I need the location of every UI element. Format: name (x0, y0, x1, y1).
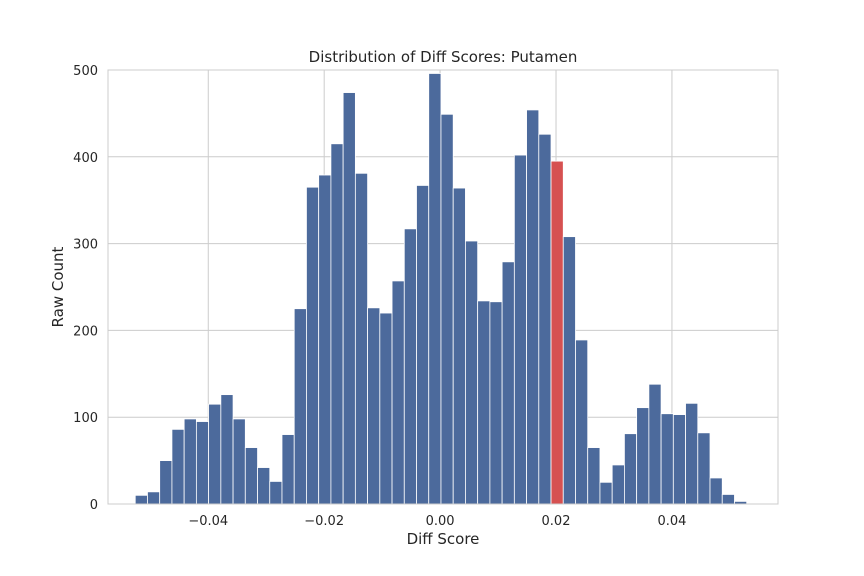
histogram-bar (562, 236, 576, 505)
x-tick-label: 0.00 (426, 514, 455, 529)
highlighted-bar (550, 160, 564, 505)
histogram-bar (342, 92, 356, 505)
histogram-bar (306, 186, 320, 505)
histogram-bar (232, 418, 246, 505)
histogram-bar (575, 339, 589, 505)
histogram-bar (293, 308, 307, 505)
histogram-bar (159, 460, 173, 505)
histogram-bar (599, 481, 613, 505)
x-tick-label: 0.02 (542, 514, 571, 529)
histogram-bar (244, 447, 258, 505)
x-tick-label: −0.04 (188, 514, 228, 529)
histogram-bar (195, 421, 210, 505)
histogram-bar (257, 467, 271, 505)
histogram-bar (403, 228, 417, 505)
histogram-bar (465, 240, 479, 505)
histogram-bar (171, 428, 185, 505)
histogram-bar (354, 172, 368, 505)
histogram-bar (526, 109, 540, 505)
histogram-bar (538, 133, 552, 505)
histogram-bar (330, 143, 344, 505)
histogram-bar (611, 464, 625, 505)
histogram-bar (134, 494, 148, 505)
histogram-bar (208, 403, 222, 505)
histogram-bar (379, 312, 393, 505)
histogram-bar (269, 481, 283, 505)
histogram-bar (367, 307, 381, 505)
x-tick-label: −0.02 (304, 514, 344, 529)
histogram-bar (501, 261, 515, 505)
y-tick-label: 200 (73, 324, 98, 339)
histogram-bar (318, 174, 332, 505)
histogram-bar (697, 432, 711, 505)
chart-title: Distribution of Diff Scores: Putamen (309, 48, 578, 66)
histogram-bar (416, 185, 430, 505)
histogram-bar (440, 113, 454, 505)
histogram-bar (660, 413, 674, 505)
y-tick-label: 0 (90, 498, 98, 513)
histogram-bar (452, 187, 466, 505)
histogram-bar (709, 477, 723, 505)
histogram-bar (685, 402, 699, 505)
plot-frame (107, 69, 779, 505)
x-tick-label: 0.04 (657, 514, 686, 529)
y-tick-label: 500 (73, 64, 98, 79)
histogram-bar (428, 73, 442, 505)
histogram-bar (513, 154, 527, 505)
histogram-bar (183, 418, 197, 505)
histogram-bars (134, 73, 748, 505)
histogram-bar (624, 433, 638, 505)
tick-labels: −0.04 −0.02 0.00 0.02 0.04 0 100 200 300 400 500 (73, 64, 686, 529)
histogram-bar (281, 434, 295, 505)
histogram-bar (587, 447, 601, 505)
histogram-bar (477, 300, 491, 505)
histogram-bar (636, 407, 650, 505)
histogram-bar (147, 491, 161, 505)
histogram-bar (648, 383, 662, 505)
y-tick-label: 400 (73, 151, 98, 166)
histogram-bar (489, 301, 503, 505)
y-tick-label: 300 (73, 238, 98, 253)
histogram-bar (220, 394, 234, 505)
x-axis-label: Diff Score (407, 530, 480, 548)
y-tick-label: 100 (73, 411, 98, 426)
histogram-bar (391, 280, 405, 505)
y-axis-label: Raw Count (49, 246, 67, 327)
histogram-bar (672, 414, 686, 505)
histogram-bar (721, 494, 735, 505)
